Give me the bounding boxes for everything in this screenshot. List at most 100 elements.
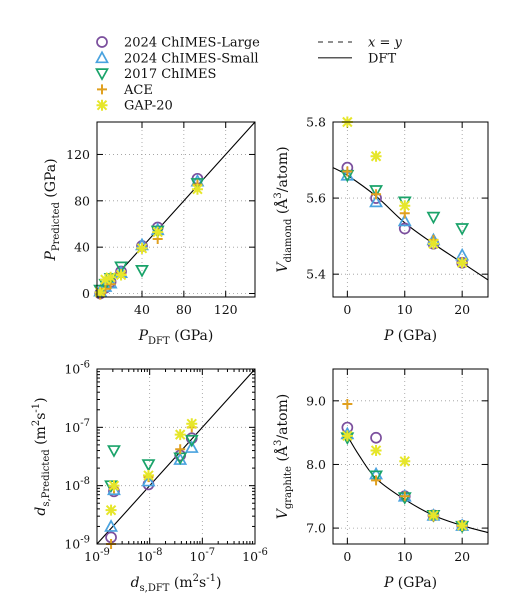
y-tick-label: 120 xyxy=(66,147,90,162)
y-tick-label: 5.4 xyxy=(306,267,326,282)
point-gap-20 xyxy=(186,418,198,430)
x-tick-label: 10-6 xyxy=(242,547,268,564)
series-2017-chimes xyxy=(104,434,199,493)
x-tick-label: 10-7 xyxy=(190,547,216,564)
legend-label-2017-chimes: 2017 ChIMES xyxy=(124,67,216,82)
y-tick-label: 8.0 xyxy=(306,457,326,472)
x-tick-label: 120 xyxy=(214,302,238,317)
x-tick-label: 10 xyxy=(397,549,413,564)
y-tick-label: 10-8 xyxy=(64,476,90,493)
point-gap-20 xyxy=(370,150,382,162)
dft-curve xyxy=(346,435,488,534)
point-gap-20 xyxy=(427,509,439,521)
point-2024-chimes-small xyxy=(141,473,156,487)
point-gap-20 xyxy=(108,480,120,492)
point-gap-20 xyxy=(174,429,186,441)
point-2017-chimes xyxy=(184,434,199,448)
series-2024-chimes-large xyxy=(341,421,469,532)
point-gap-20 xyxy=(142,469,154,481)
y-tick-label: 0 xyxy=(82,286,90,301)
series-gap-20 xyxy=(105,418,198,516)
legend-marker-2024-chimes-large xyxy=(96,36,108,48)
series-gap-20 xyxy=(94,183,203,298)
series-ace xyxy=(342,166,468,268)
point-2017-chimes xyxy=(426,211,441,225)
point-gap-20 xyxy=(99,274,111,286)
plot-frame xyxy=(96,368,256,545)
point-2024-chimes-large xyxy=(370,431,382,444)
x-tick-label: 80 xyxy=(176,302,192,317)
y-tick-label: 7.0 xyxy=(306,521,326,536)
point-2017-chimes xyxy=(141,459,156,472)
y-tick-label: 9.0 xyxy=(306,393,326,408)
x-axis-label: P (GPa) xyxy=(383,328,437,344)
point-gap-20 xyxy=(399,455,411,467)
x-tick-label: 20 xyxy=(454,549,470,564)
point-ace xyxy=(342,166,353,177)
point-gap-20 xyxy=(105,504,117,516)
point-gap-20 xyxy=(370,444,382,456)
graphite-volume-panel: 0 10 20 7.0 8.0 9.0 P (GPa) Vgraphite (Å3/atom) xyxy=(273,368,489,591)
series-2017-chimes xyxy=(340,432,470,534)
grid-lines xyxy=(333,122,488,297)
x-tick-label: 10-9 xyxy=(84,547,110,564)
y-axis-label: Vgraphite (Å3/atom) xyxy=(273,394,294,520)
legend-label-gap-20: GAP-20 xyxy=(124,99,173,114)
point-ace xyxy=(342,399,353,409)
diffusion-panel: 10-9 10-8 10-7 10-6 10-9 10-8 10-7 10-6 ds,DFT (… xyxy=(31,360,268,595)
x-tick-label: 40 xyxy=(134,302,150,317)
point-2017-chimes xyxy=(455,223,470,236)
point-ace xyxy=(175,444,186,455)
data-points xyxy=(93,172,205,300)
legend-label-ace: ACE xyxy=(123,83,153,98)
point-2017-chimes xyxy=(369,470,383,484)
point-gap-20 xyxy=(456,257,468,269)
series-gap-20 xyxy=(341,116,468,269)
y-axis-label: Vdiamond (Å3/atom) xyxy=(273,146,294,272)
point-gap-20 xyxy=(456,520,468,532)
legend-marker-2017-chimes xyxy=(95,68,109,81)
point-2017-chimes xyxy=(114,261,129,275)
point-gap-20 xyxy=(191,183,203,195)
y-tick-label: 5.8 xyxy=(306,115,326,130)
y-tick-label: 80 xyxy=(74,193,90,208)
grid-lines xyxy=(333,369,488,544)
series-2024-chimes-small xyxy=(340,426,470,531)
point-2024-chimes-large xyxy=(398,222,411,235)
x-tick-label: 10-8 xyxy=(137,547,163,564)
point-2017-chimes xyxy=(369,185,383,198)
data-points xyxy=(104,418,199,549)
point-2024-chimes-small xyxy=(184,440,199,453)
y-axis-label: ds,Predicted (m2s-1) xyxy=(31,397,52,515)
y-tick-label: 10-9 xyxy=(64,535,90,552)
y-axis-label: PPredicted (GPa) xyxy=(43,158,62,261)
data-points xyxy=(340,399,470,534)
x-axis-label: PDFT (GPa) xyxy=(138,328,214,347)
point-gap-20 xyxy=(115,269,127,281)
point-2024-chimes-small xyxy=(397,213,412,227)
y-tick-label: 5.6 xyxy=(306,191,326,206)
x-axis-label: ds,DFT (m2s-1) xyxy=(131,573,222,594)
point-gap-20 xyxy=(341,430,353,442)
point-gap-20 xyxy=(427,238,439,250)
x-tick-label: 10 xyxy=(397,302,413,317)
plot-frame xyxy=(332,368,489,545)
x-axis-label: P (GPa) xyxy=(383,575,437,591)
diamond-volume-panel: 0 10 20 5.4 5.6 5.8 P (GPa) Vdiamond (Å3/atom) xyxy=(273,115,489,344)
point-ace xyxy=(399,491,410,502)
point-2017-chimes xyxy=(135,264,149,278)
point-ace xyxy=(371,475,382,486)
y-tick-label: 10-6 xyxy=(64,360,90,377)
legend-marker-ace xyxy=(97,84,107,95)
legend-label-x-y: x = y xyxy=(368,36,402,51)
point-gap-20 xyxy=(105,271,117,283)
y-tick-label: 10-7 xyxy=(64,418,90,435)
data-points xyxy=(340,116,470,269)
point-gap-20 xyxy=(136,242,148,254)
plot-frame xyxy=(332,121,489,298)
x-tick-label: 20 xyxy=(454,302,470,317)
legend-marker-gap-20 xyxy=(96,99,108,111)
x-tick-label: 0 xyxy=(343,549,351,564)
